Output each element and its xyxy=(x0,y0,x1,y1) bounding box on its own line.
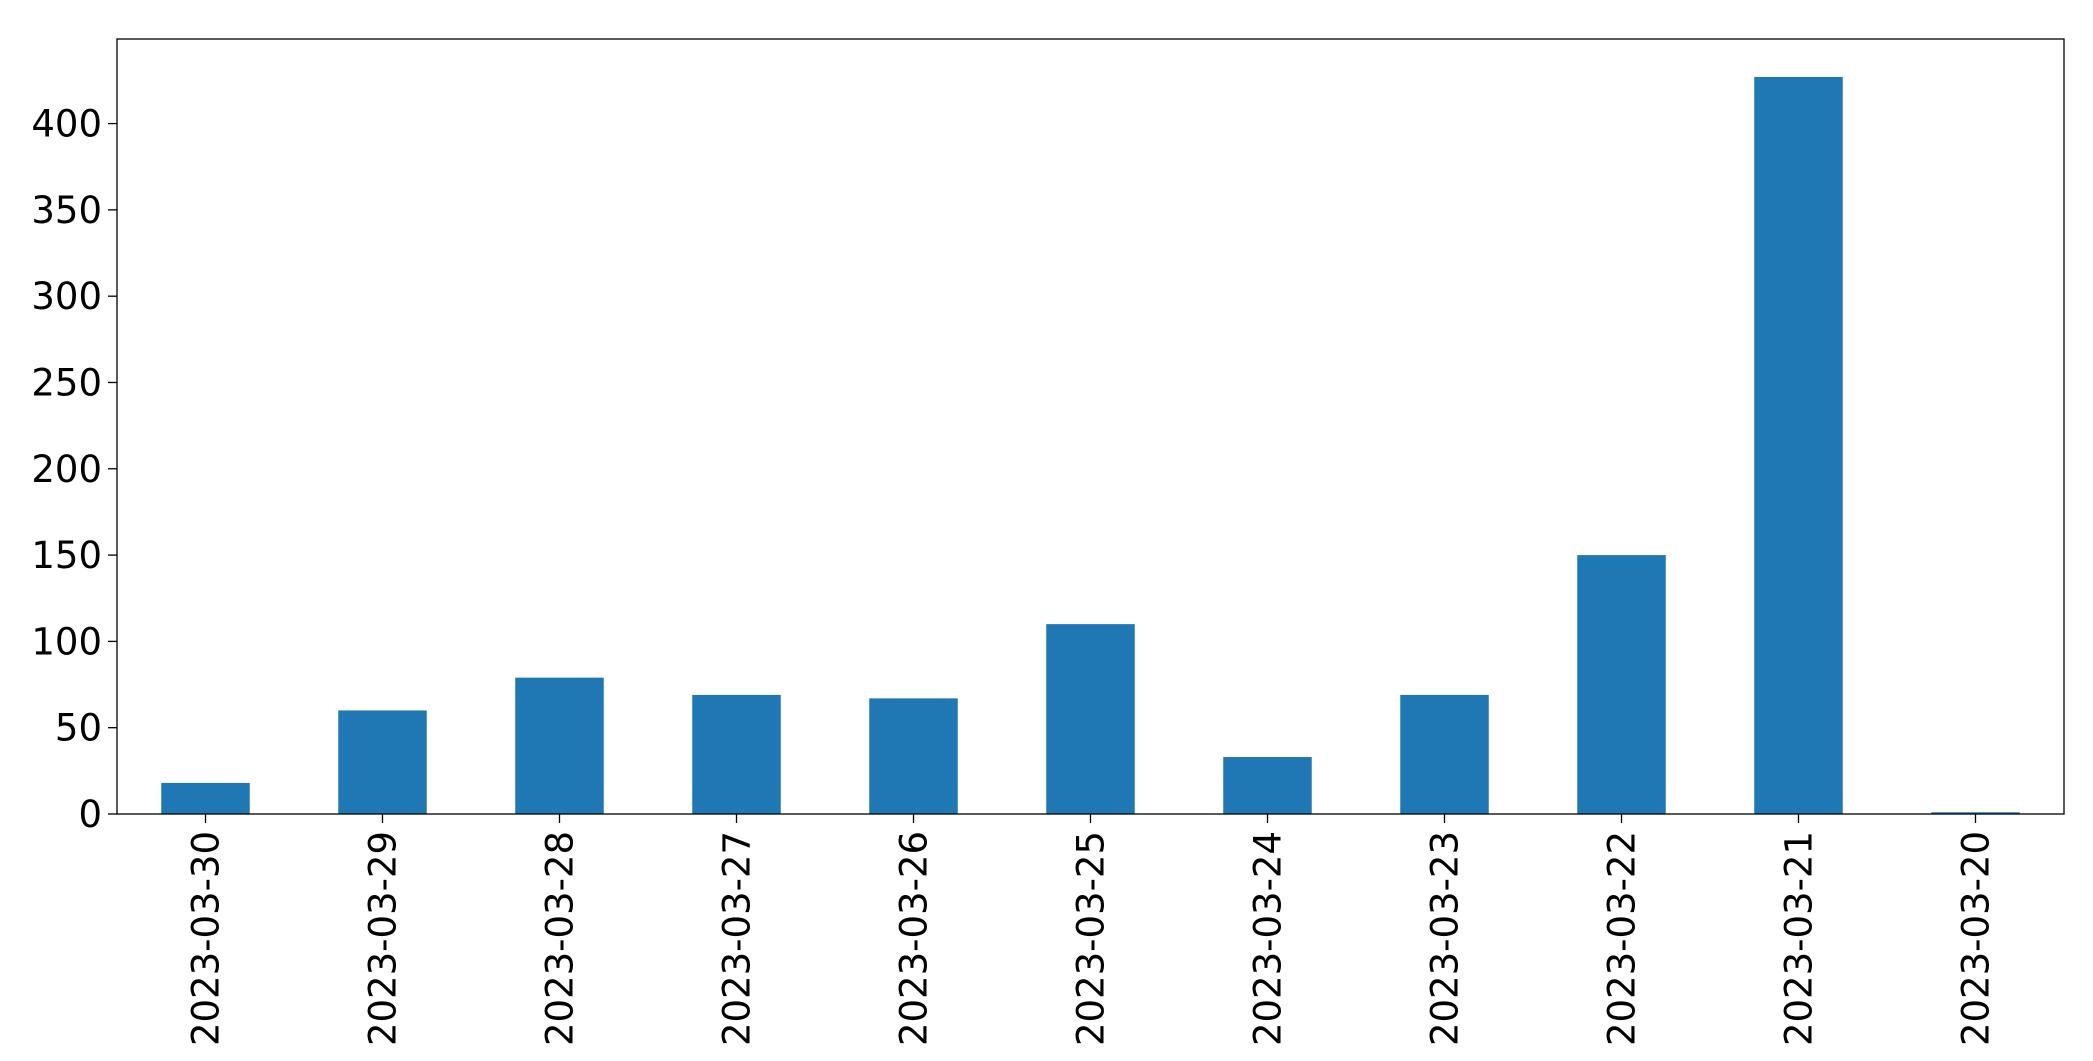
x-tick-label: 2023-03-25 xyxy=(1070,831,1113,1046)
bar-2023-03-20 xyxy=(1931,812,2020,814)
x-tick-label: 2023-03-22 xyxy=(1601,831,1644,1046)
x-tick-label: 2023-03-20 xyxy=(1955,831,1998,1046)
y-tick-label: 400 xyxy=(31,103,102,146)
plot-frame xyxy=(116,38,2065,815)
x-tick-label: 2023-03-26 xyxy=(893,831,936,1046)
bar-2023-03-21 xyxy=(1754,76,1843,815)
bar-2023-03-29 xyxy=(338,710,427,814)
x-tick-label: 2023-03-23 xyxy=(1424,831,1467,1046)
y-tick-label: 250 xyxy=(31,361,102,404)
y-tick-label: 350 xyxy=(31,189,102,232)
y-tick-label: 0 xyxy=(78,793,102,836)
y-tick-label: 50 xyxy=(55,707,102,750)
x-tick-label: 2023-03-29 xyxy=(362,831,405,1046)
bar-2023-03-24 xyxy=(1223,757,1312,814)
x-axis: 2023-03-30 2023-03-29 2023-03-28 2023-03-27… xyxy=(185,814,1998,1046)
x-tick-label: 2023-03-24 xyxy=(1247,831,1290,1046)
y-tick-label: 300 xyxy=(31,275,102,318)
y-tick-label: 100 xyxy=(31,620,102,663)
y-axis: 0 50 100 150 200 250 300 350 400 xyxy=(31,103,117,836)
x-tick-label: 2023-03-27 xyxy=(716,831,759,1046)
y-tick-label: 200 xyxy=(31,448,102,491)
x-tick-label: 2023-03-21 xyxy=(1778,831,1821,1046)
bar-2023-03-30 xyxy=(161,782,250,814)
bar-2023-03-25 xyxy=(1046,624,1135,814)
bar-2023-03-22 xyxy=(1577,555,1666,814)
x-tick-label: 2023-03-28 xyxy=(539,831,582,1046)
bar-2023-03-23 xyxy=(1400,694,1489,814)
bars xyxy=(161,76,2020,815)
x-tick-label: 2023-03-30 xyxy=(185,831,228,1046)
y-tick-label: 150 xyxy=(31,534,102,577)
bar-2023-03-28 xyxy=(515,677,604,814)
bar-2023-03-27 xyxy=(692,694,781,814)
bar-2023-03-26 xyxy=(869,698,958,814)
